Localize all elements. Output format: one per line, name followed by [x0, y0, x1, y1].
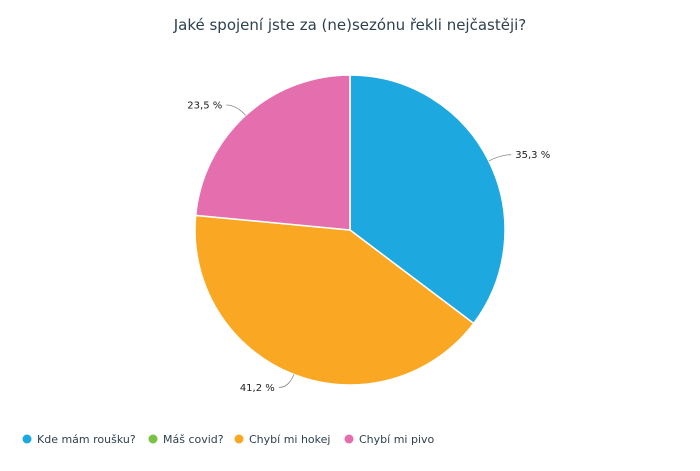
legend-item-kde-mam-rousku[interactable]: Kde mám roušku? — [22, 433, 136, 446]
leader-line-chybi-mi-pivo — [226, 104, 246, 116]
leader-line-chybi-mi-hokej — [278, 374, 295, 388]
legend-label: Chybí mi hokej — [249, 433, 330, 446]
legend-item-mas-covid[interactable]: Máš covid? — [148, 433, 224, 446]
legend-marker — [234, 434, 244, 444]
data-label-chybi-mi-pivo: 23,5 % — [187, 101, 222, 112]
pie-slice-kde-mam-rousku[interactable] — [349, 74, 506, 325]
legend-item-chybi-mi-pivo[interactable]: Chybí mi pivo — [344, 433, 435, 446]
legend: Kde mám roušku? Máš covid? Chybí mi hokej C… — [22, 433, 435, 446]
legend-marker — [148, 434, 158, 444]
legend-item-chybi-mi-hokej[interactable]: Chybí mi hokej — [234, 433, 331, 446]
pie-slice-chybi-mi-hokej[interactable] — [194, 214, 475, 386]
legend-marker — [22, 434, 32, 444]
leader-line-kde-mam-rousku — [488, 154, 512, 162]
legend-label: Chybí mi pivo — [359, 433, 435, 446]
legend-label: Kde mám roušku? — [37, 433, 136, 446]
data-labels: 35,3 % 41,2 % 23,5 % — [187, 101, 550, 395]
chart-title: Jaké spojení jste za (ne)sezónu řekli ne… — [173, 16, 527, 34]
data-label-kde-mam-rousku: 35,3 % — [515, 150, 550, 161]
pie-slice-chybi-mi-pivo[interactable] — [194, 74, 351, 231]
pie-slices — [194, 74, 506, 386]
data-label-chybi-mi-hokej: 41,2 % — [240, 383, 275, 394]
legend-label: Máš covid? — [163, 433, 224, 446]
legend-marker — [344, 434, 354, 444]
